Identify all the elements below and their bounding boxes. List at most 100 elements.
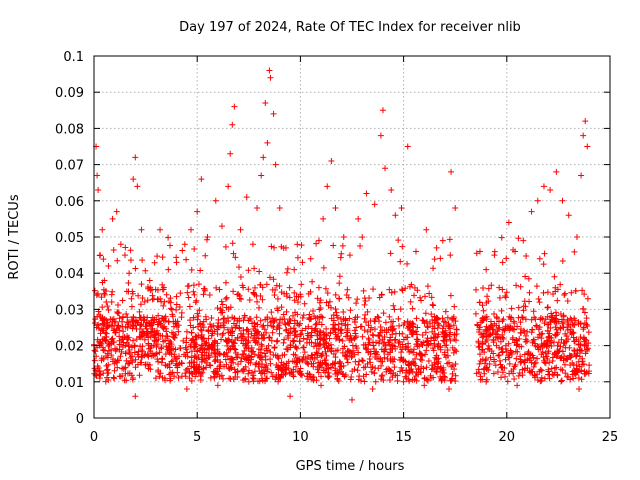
data-point (452, 377, 459, 384)
data-point (431, 359, 438, 366)
data-point (361, 315, 368, 322)
data-point (122, 370, 129, 377)
data-point (143, 319, 150, 326)
data-point (473, 370, 480, 377)
data-point (200, 356, 207, 363)
data-point (167, 375, 174, 382)
data-point (392, 212, 399, 219)
data-point (286, 294, 293, 301)
data-point (250, 372, 257, 379)
data-point (212, 356, 219, 363)
data-point (405, 370, 412, 377)
data-point (362, 364, 369, 371)
data-point (324, 373, 331, 380)
data-point (217, 359, 224, 366)
data-point (263, 329, 270, 336)
data-point (309, 278, 316, 285)
data-point (422, 310, 429, 317)
data-point (298, 281, 305, 288)
data-point (431, 325, 438, 332)
data-point (270, 110, 277, 117)
data-point (188, 226, 195, 233)
data-point (183, 335, 190, 342)
data-point (138, 281, 145, 288)
data-point (558, 378, 565, 385)
data-point (398, 349, 405, 356)
data-point (584, 143, 591, 150)
data-point (253, 314, 260, 321)
data-point (391, 288, 398, 295)
data-point (534, 197, 541, 204)
data-point (500, 316, 507, 323)
data-point (249, 374, 256, 381)
data-point (281, 336, 288, 343)
data-point (145, 352, 152, 359)
data-point (391, 343, 398, 350)
data-point (101, 347, 108, 354)
data-point (286, 316, 293, 323)
data-point (298, 242, 305, 249)
data-point (177, 345, 184, 352)
data-point (126, 347, 133, 354)
data-point (352, 330, 359, 337)
data-point (498, 307, 505, 314)
data-point (140, 314, 147, 321)
data-point (292, 363, 299, 370)
data-point (495, 318, 502, 325)
data-point (147, 284, 154, 291)
data-point (196, 307, 203, 314)
data-point (439, 315, 446, 322)
data-point (351, 351, 358, 358)
data-point (212, 197, 219, 204)
data-point (166, 298, 173, 305)
data-point (312, 321, 319, 328)
data-point (260, 367, 267, 374)
data-point (403, 334, 410, 341)
data-point (313, 377, 320, 384)
data-point (340, 234, 347, 240)
data-point (110, 339, 117, 346)
data-point (498, 234, 505, 241)
data-point (519, 366, 526, 373)
data-point (517, 353, 524, 360)
data-point (409, 331, 416, 338)
data-point (287, 330, 294, 337)
data-point (91, 357, 98, 364)
data-point (326, 298, 333, 305)
data-point (98, 294, 105, 301)
data-point (220, 315, 227, 322)
data-point (172, 332, 179, 339)
data-point (562, 370, 569, 377)
data-point (540, 261, 547, 268)
data-point (109, 215, 116, 222)
data-point (129, 337, 136, 344)
data-point (95, 290, 102, 297)
data-point (419, 341, 426, 348)
data-point (175, 322, 182, 329)
data-point (353, 345, 360, 352)
data-point (283, 345, 290, 352)
data-point (263, 281, 270, 288)
data-point (395, 339, 402, 346)
data-point (447, 252, 454, 259)
data-point (136, 333, 143, 340)
data-point (214, 346, 221, 353)
data-point (429, 345, 436, 352)
data-point (193, 369, 200, 376)
data-point (193, 297, 200, 304)
data-point (433, 244, 440, 251)
data-point (290, 373, 297, 380)
data-point (243, 194, 250, 201)
data-point (381, 334, 388, 341)
data-point (175, 353, 182, 360)
data-point (537, 366, 544, 373)
data-point (519, 314, 526, 321)
data-point (306, 316, 313, 323)
data-point (127, 257, 134, 264)
data-point (209, 344, 216, 351)
data-point (410, 346, 417, 353)
data-point (391, 364, 398, 371)
data-point (112, 345, 119, 352)
data-point (165, 234, 172, 241)
data-point (385, 326, 392, 333)
